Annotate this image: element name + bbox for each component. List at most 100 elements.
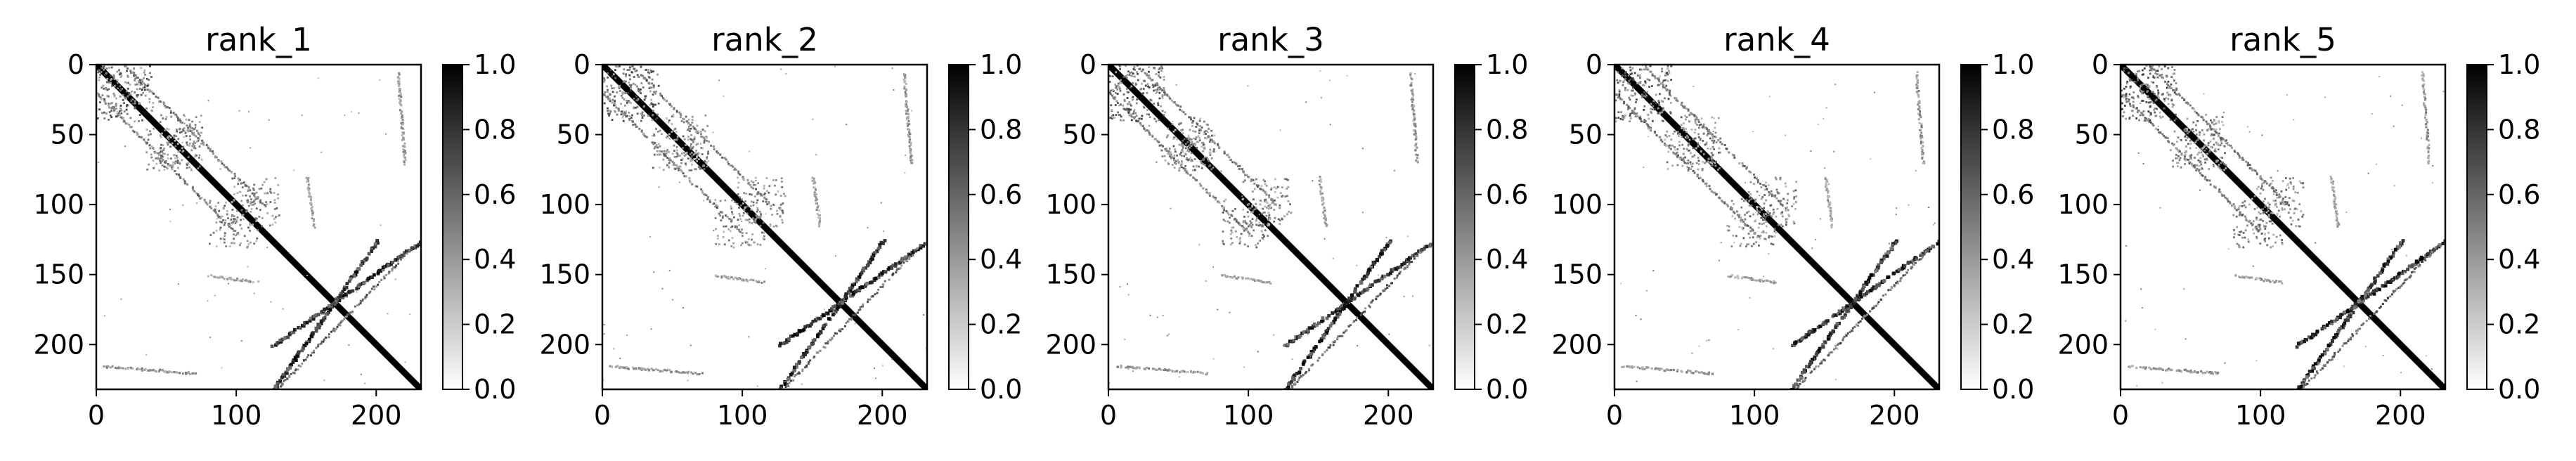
contact-cluster — [652, 114, 709, 171]
contact-point — [1264, 191, 1267, 194]
contact-point — [193, 141, 195, 143]
contact-point — [1691, 165, 1694, 168]
contact-point — [381, 268, 385, 272]
contact-point — [1268, 280, 1271, 283]
contact-point — [1638, 77, 1641, 79]
contact-point — [1804, 332, 1808, 337]
contact-point — [1130, 85, 1133, 88]
contact-point — [1251, 190, 1254, 193]
contact-point — [1651, 85, 1653, 87]
contact-point — [1635, 101, 1637, 103]
contact-point — [1342, 331, 1345, 334]
contact-point — [1664, 74, 1666, 77]
contact-point — [671, 370, 673, 373]
y-tick-label: 150 — [1045, 259, 1096, 290]
contact-point — [1182, 111, 1185, 114]
contact-point — [1189, 142, 1192, 145]
contact-point — [1273, 220, 1276, 223]
contact-point — [1276, 196, 1279, 199]
contact-point — [255, 220, 258, 222]
contact-point — [682, 121, 685, 124]
contact-point — [1691, 155, 1694, 158]
contact-point — [236, 192, 239, 195]
contact-point — [1118, 86, 1121, 89]
contact-point — [311, 214, 314, 216]
contact-point — [693, 138, 696, 141]
contact-point — [1709, 161, 1712, 164]
contact-point — [1323, 213, 1326, 216]
contact-point — [650, 71, 653, 73]
contact-point — [1243, 230, 1245, 232]
contact-point — [753, 183, 756, 186]
contact-point — [174, 160, 177, 163]
contact-point — [639, 88, 642, 91]
contact-point — [637, 89, 640, 92]
contact-point — [749, 204, 752, 207]
contact-point — [884, 270, 888, 274]
contact-point — [1308, 326, 1312, 330]
contact-point — [759, 216, 762, 219]
contact-point — [904, 77, 907, 79]
contact-point — [1763, 222, 1766, 225]
contact-point — [237, 183, 240, 186]
contact-point — [351, 311, 354, 313]
contact-point — [1255, 206, 1257, 209]
contact-point — [1696, 175, 1699, 178]
contact-point — [348, 344, 350, 346]
contact-point — [1353, 296, 1357, 300]
contact-point — [1171, 370, 1174, 372]
contact-point — [1748, 170, 1751, 173]
contact-point — [1676, 131, 1679, 134]
contact-point — [1200, 167, 1203, 169]
contact-point — [240, 214, 243, 216]
contact-point — [199, 134, 202, 137]
contact-point — [655, 127, 657, 130]
contact-point — [1688, 114, 1691, 117]
contact-point — [1292, 339, 1296, 343]
contact-point — [1414, 144, 1416, 147]
contact-point — [740, 198, 743, 201]
contact-point — [1230, 158, 1233, 161]
contact-point — [1212, 195, 1215, 197]
contact-point — [1903, 264, 1907, 268]
contact-point — [834, 310, 838, 314]
contact-point — [1695, 117, 1698, 120]
contact-point — [650, 98, 653, 101]
contact-point — [668, 151, 670, 153]
contact-point — [1711, 160, 1714, 162]
contact-point — [1332, 320, 1335, 325]
contact-point — [240, 279, 242, 282]
contact-point — [329, 305, 333, 309]
contact-point — [748, 221, 751, 223]
contact-point — [202, 141, 205, 144]
contact-point — [783, 341, 787, 345]
contact-point — [609, 93, 611, 96]
contact-point — [401, 122, 404, 124]
contact-point — [1247, 245, 1250, 247]
contact-point — [158, 157, 161, 160]
contact-point — [233, 186, 235, 188]
contact-point — [1205, 137, 1208, 140]
contact-point — [202, 143, 205, 146]
contact-point — [697, 152, 700, 155]
contact-point — [269, 201, 272, 203]
contact-point — [152, 106, 154, 109]
contact-point — [239, 223, 242, 226]
contact-point — [1704, 182, 1707, 185]
contact-point — [1396, 266, 1400, 270]
contact-anti-diagonal — [778, 239, 927, 348]
contact-point — [102, 84, 105, 87]
contact-point — [293, 372, 296, 375]
contact-point — [160, 162, 162, 164]
contact-point — [1182, 167, 1185, 169]
contact-point — [854, 313, 857, 316]
contact-point — [1749, 230, 1752, 233]
contact-point — [181, 141, 183, 143]
contact-point — [103, 365, 106, 368]
contact-point — [1241, 168, 1244, 171]
contact-point — [1687, 159, 1690, 162]
contact-point — [1701, 167, 1704, 170]
contact-point — [1234, 207, 1236, 210]
contact-point — [247, 201, 250, 204]
contact-point — [1117, 82, 1120, 85]
